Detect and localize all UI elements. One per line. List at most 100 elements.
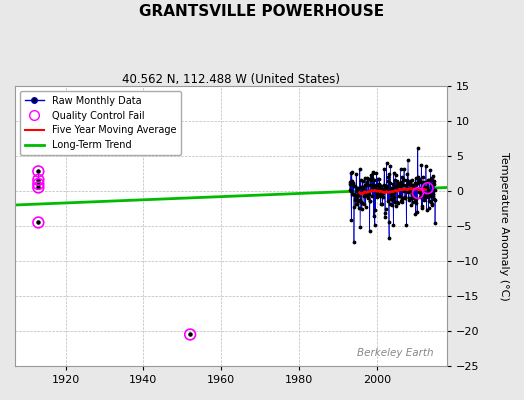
Point <box>381 206 390 212</box>
Point <box>419 185 428 192</box>
Point <box>407 194 415 201</box>
Point <box>422 179 430 186</box>
Point <box>376 190 385 196</box>
Point <box>374 191 383 198</box>
Point <box>413 180 422 187</box>
Point <box>352 195 360 202</box>
Point <box>414 180 422 186</box>
Point <box>425 198 433 205</box>
Point <box>402 222 411 228</box>
Point <box>400 177 408 184</box>
Point <box>34 168 42 174</box>
Point <box>396 166 405 172</box>
Legend: Raw Monthly Data, Quality Control Fail, Five Year Moving Average, Long-Term Tren: Raw Monthly Data, Quality Control Fail, … <box>20 91 181 155</box>
Point <box>426 192 434 199</box>
Point <box>371 206 379 213</box>
Point <box>399 194 407 201</box>
Point <box>409 195 418 201</box>
Point <box>431 186 439 193</box>
Point <box>407 190 416 197</box>
Point <box>353 201 362 207</box>
Point <box>382 185 390 192</box>
Point <box>357 198 365 205</box>
Point <box>430 196 439 202</box>
Point <box>419 197 428 204</box>
Point <box>358 200 366 206</box>
Point <box>424 177 433 183</box>
Point <box>392 183 401 189</box>
Point <box>363 175 372 181</box>
Text: Berkeley Earth: Berkeley Earth <box>357 348 434 358</box>
Point <box>374 182 382 189</box>
Point <box>346 179 355 185</box>
Point <box>412 180 421 187</box>
Point <box>375 185 383 191</box>
Point <box>401 195 409 202</box>
Point <box>390 177 399 184</box>
Point <box>422 207 431 213</box>
Point <box>397 181 405 187</box>
Point <box>371 185 379 191</box>
Point <box>399 176 407 182</box>
Point <box>381 214 389 220</box>
Point <box>411 182 419 188</box>
Point <box>353 192 362 198</box>
Point <box>363 179 371 186</box>
Point <box>403 186 411 192</box>
Point <box>359 184 367 190</box>
Point <box>375 176 384 182</box>
Point <box>380 166 388 172</box>
Point <box>364 176 372 182</box>
Point <box>401 186 410 193</box>
Point <box>393 178 401 184</box>
Point <box>388 191 396 197</box>
Point <box>356 166 364 173</box>
Point <box>361 174 369 181</box>
Point <box>357 177 365 184</box>
Point <box>379 194 387 200</box>
Point <box>430 181 438 188</box>
Point <box>380 182 388 188</box>
Point <box>378 190 387 196</box>
Point <box>406 188 414 194</box>
Point <box>399 181 408 188</box>
Point <box>375 180 383 187</box>
Point <box>369 170 377 176</box>
Point <box>349 190 357 197</box>
Point <box>425 191 434 197</box>
Point <box>411 211 420 218</box>
Point <box>427 182 435 188</box>
Point <box>420 178 429 185</box>
Point <box>386 200 394 207</box>
Point <box>358 178 367 184</box>
Point <box>362 204 370 210</box>
Point <box>424 194 432 200</box>
Y-axis label: Temperature Anomaly (°C): Temperature Anomaly (°C) <box>499 152 509 300</box>
Point <box>383 182 391 189</box>
Point <box>34 181 42 187</box>
Point <box>389 170 398 176</box>
Point <box>347 217 356 224</box>
Point <box>34 184 42 191</box>
Point <box>424 205 433 211</box>
Point <box>370 177 378 184</box>
Point <box>397 198 406 204</box>
Point <box>351 192 359 198</box>
Point <box>396 193 405 200</box>
Point <box>429 193 438 200</box>
Point <box>350 204 358 210</box>
Point <box>390 189 399 196</box>
Point <box>413 145 422 152</box>
Point <box>409 184 417 190</box>
Point <box>417 161 425 168</box>
Point <box>407 186 415 193</box>
Point <box>372 182 380 188</box>
Point <box>402 182 410 188</box>
Point <box>377 186 386 192</box>
Point <box>389 222 398 229</box>
Point <box>356 197 365 203</box>
Point <box>420 193 429 200</box>
Point <box>367 172 375 178</box>
Point <box>394 200 402 206</box>
Point <box>374 176 382 182</box>
